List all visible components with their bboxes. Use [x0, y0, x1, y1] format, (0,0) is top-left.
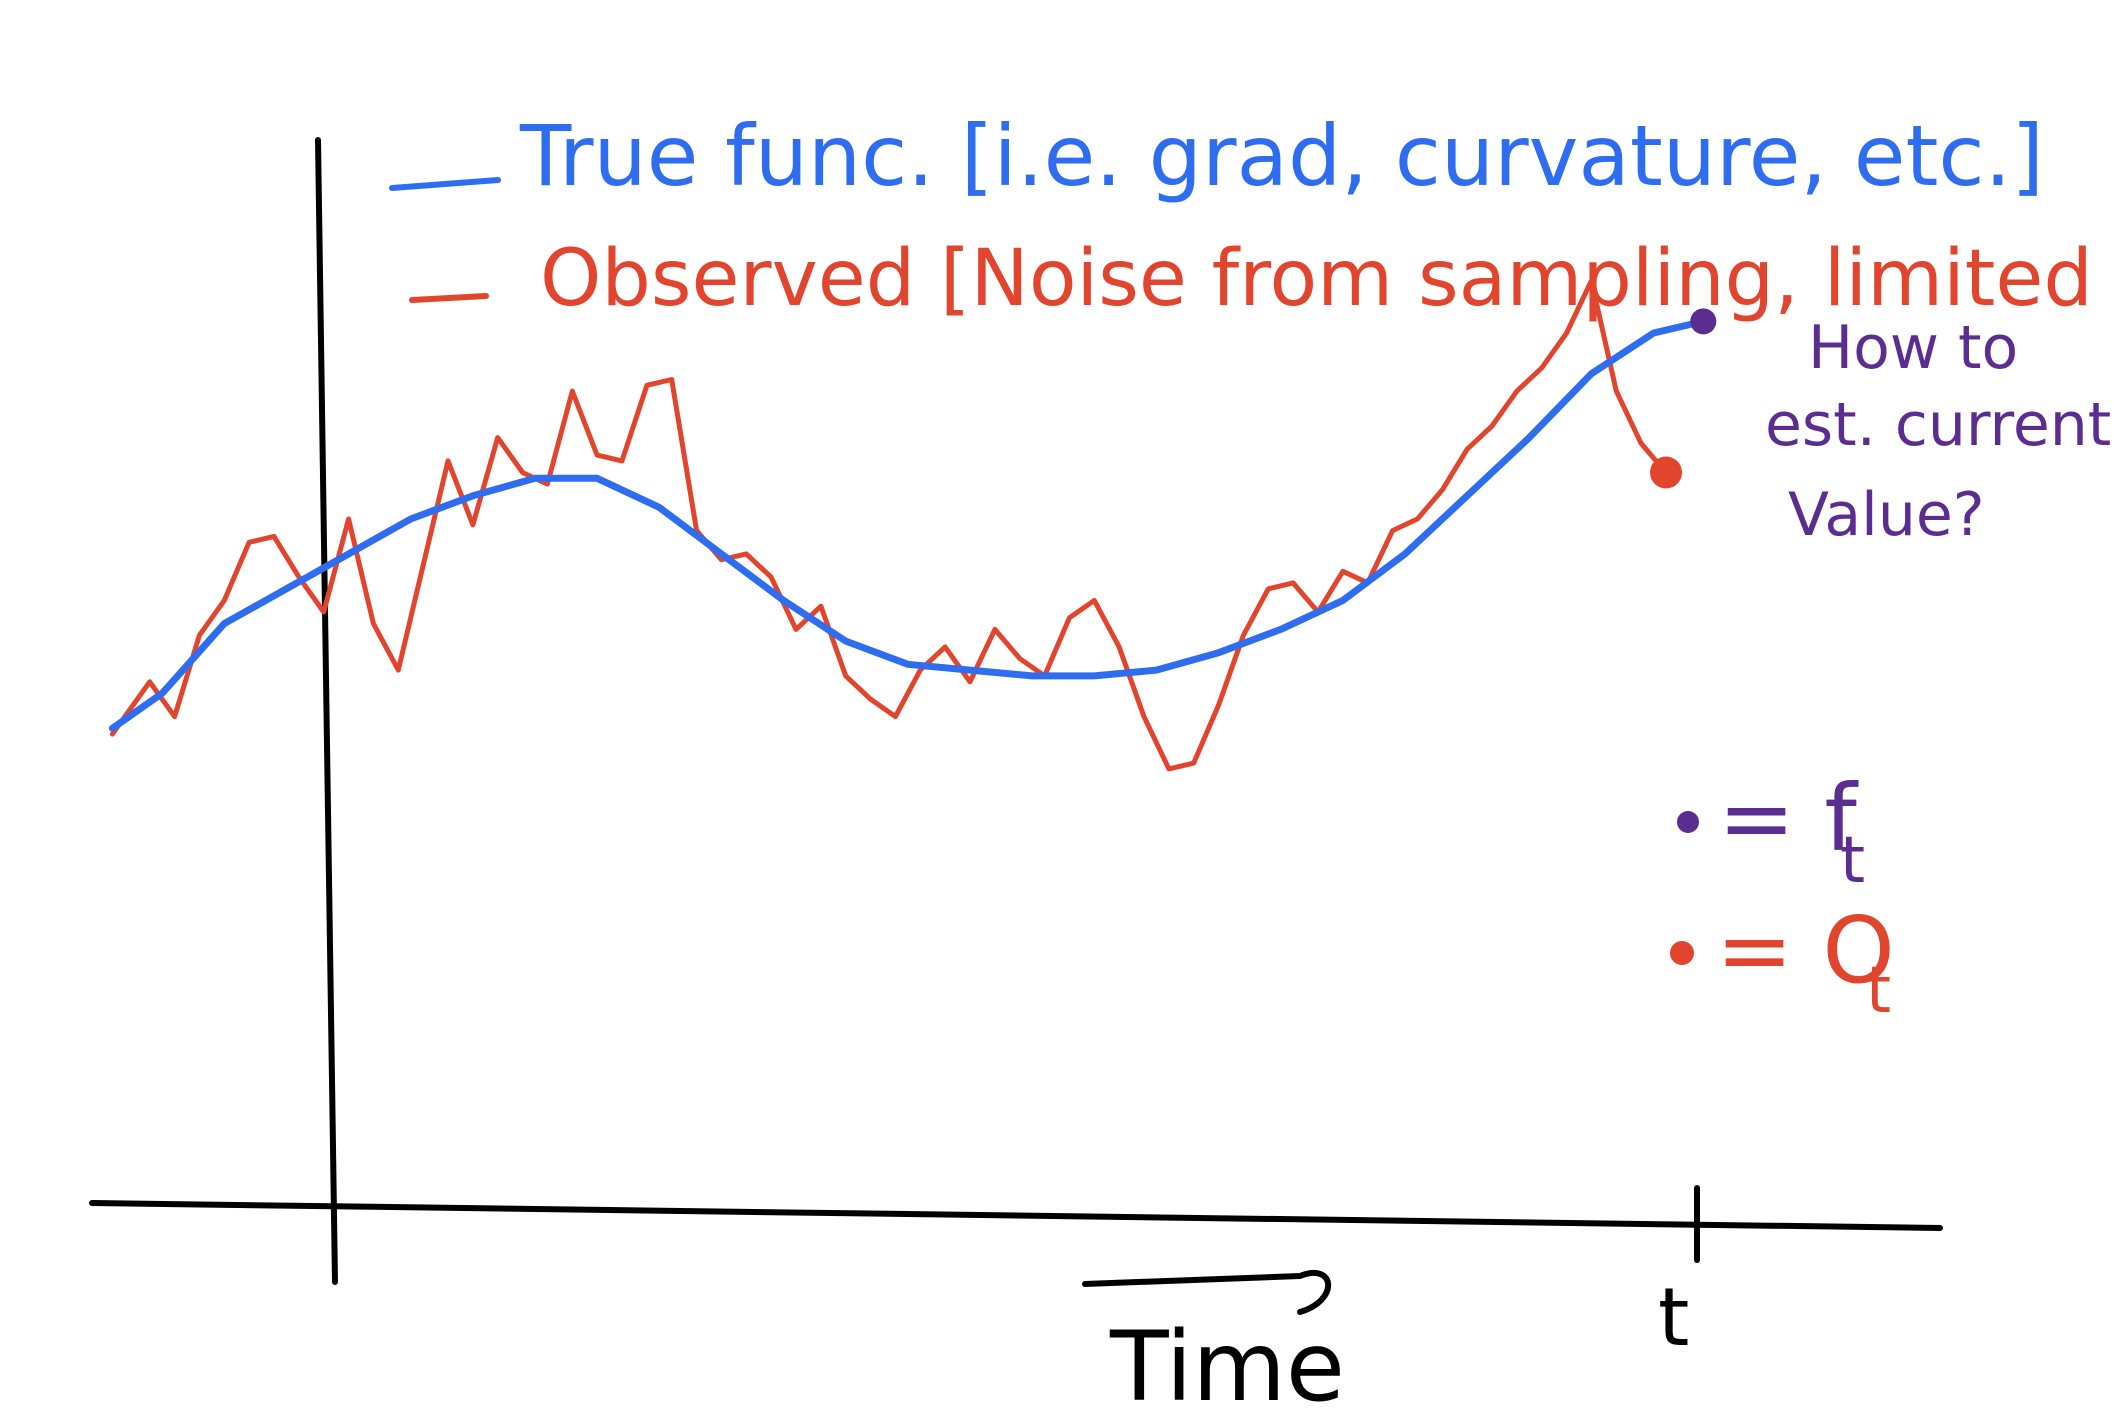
marker-f-t	[1690, 308, 1717, 335]
y-axis	[315, 137, 338, 1285]
key-f-label: = f	[1718, 765, 1859, 872]
marker-o-t	[1650, 456, 1682, 489]
key-o-dot	[1670, 941, 1694, 965]
key-f-sub: t	[1840, 824, 1865, 898]
annotation-line-3: Value?	[1788, 480, 1985, 550]
annotation-line-1: How to	[1808, 313, 2018, 383]
key-o-sub: t	[1866, 954, 1891, 1028]
time-arrow	[1082, 1270, 1332, 1315]
key-o-label: = O	[1716, 897, 1895, 1004]
x-axis	[89, 1200, 1943, 1231]
legend-true-swatch	[389, 177, 501, 191]
annotation-line-2: est. current	[1765, 390, 2111, 460]
x-axis-label: Time	[1109, 1311, 1345, 1423]
legend-observed-swatch	[409, 293, 489, 303]
series-true-line	[108, 317, 1707, 732]
x-tick-label: t	[1658, 1271, 1689, 1364]
legend-true-label: True func. [i.e. grad, curvature, etc.]	[519, 107, 2044, 205]
series-observed-line	[109, 278, 1669, 772]
legend-observed-label: Observed [Noise from sampling, limited o…	[540, 234, 2114, 324]
markers	[1650, 308, 1717, 489]
series-observed	[109, 278, 1669, 772]
series-true	[108, 317, 1707, 732]
key-f-dot	[1677, 811, 1699, 833]
